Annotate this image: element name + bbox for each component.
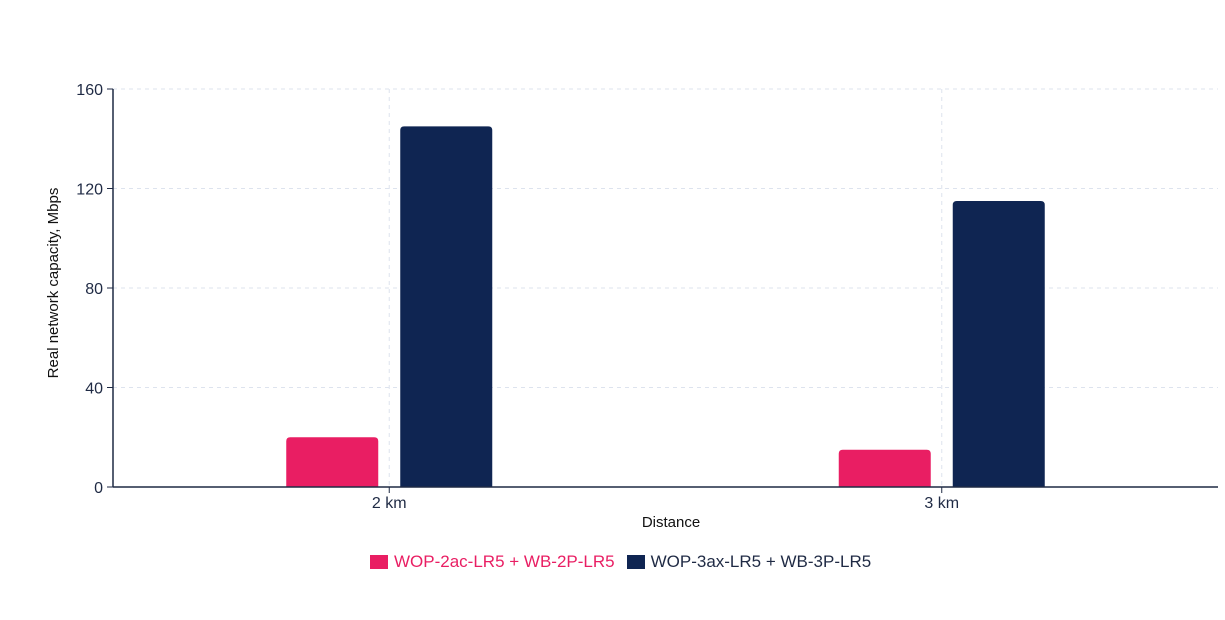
x-tick-label: 3 km [924,495,959,512]
legend-label-series-1: WOP-2ac-LR5 + WB-2P-LR5 [394,552,615,571]
x-axis-title: Distance [642,514,700,531]
x-tick-label: 2 km [372,495,407,512]
legend-label-series-2: WOP-3ax-LR5 + WB-3P-LR5 [650,552,872,571]
legend-swatch-series-1 [370,555,388,569]
legend: WOP-2ac-LR5 + WB-2P-LR5 WOP-3ax-LR5 + WB… [370,552,883,572]
y-axis-title: Real network capacity, Mbps [45,188,62,379]
bar-series-2-3-km[interactable] [952,200,1045,487]
y-tick-label: 0 [94,480,103,497]
y-tick-label: 160 [76,82,103,99]
bar-series-2-2-km[interactable] [400,126,493,487]
legend-swatch-series-2 [626,555,645,569]
bar-series-1-2-km[interactable] [286,437,379,487]
legend-item-series-1[interactable]: WOP-2ac-LR5 + WB-2P-LR5 [370,552,615,572]
x-tick-labels: 2 km 3 km [372,495,959,512]
axes [107,88,1218,493]
gridlines [113,88,1218,487]
y-tick-label: 120 [76,182,103,199]
y-tick-label: 80 [85,281,103,298]
bar-series-1-3-km[interactable] [838,449,931,487]
legend-item-series-2[interactable]: WOP-3ax-LR5 + WB-3P-LR5 [626,552,872,572]
bars [286,126,1045,487]
y-tick-labels: 0 40 80 120 160 [76,82,103,497]
y-tick-label: 40 [85,381,103,398]
